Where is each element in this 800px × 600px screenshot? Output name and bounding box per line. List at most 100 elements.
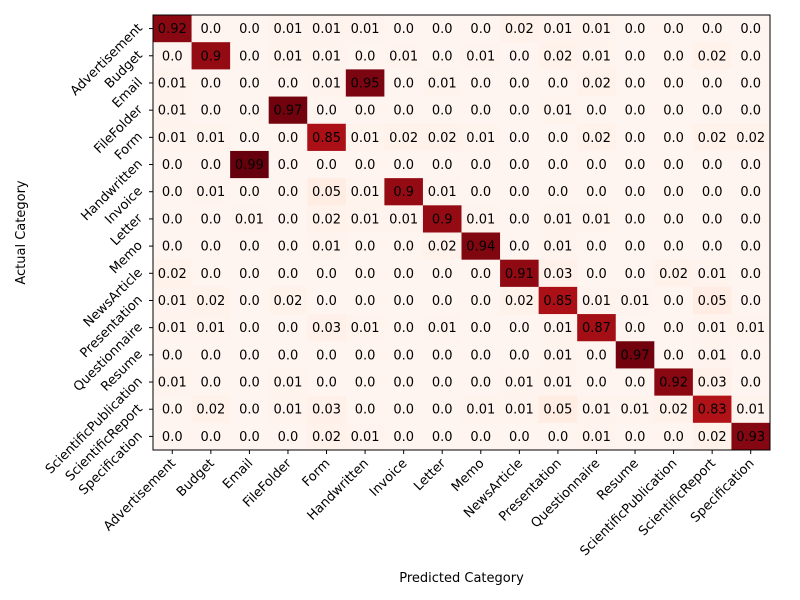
cell-value-label: 0.01 bbox=[273, 403, 302, 418]
cell-value-label: 0.01 bbox=[505, 403, 534, 418]
cell-value-label: 0.0 bbox=[393, 403, 414, 418]
heatmap-cell bbox=[422, 286, 462, 315]
heatmap-cell bbox=[191, 96, 231, 125]
cell-value-label: 0.0 bbox=[663, 49, 684, 64]
cell-value-label: 0.01 bbox=[466, 49, 495, 64]
cell-value-label: 0.02 bbox=[698, 131, 727, 146]
cell-value-label: 0.0 bbox=[393, 22, 414, 37]
plot-frame bbox=[152, 14, 771, 451]
cell-value-label: 0.01 bbox=[428, 76, 457, 91]
cell-value-label: 0.0 bbox=[200, 76, 221, 91]
heatmap-cell bbox=[577, 42, 617, 70]
cell-value-label: 0.0 bbox=[663, 212, 684, 227]
cell-value-label: 0.0 bbox=[278, 131, 299, 146]
heatmap-cell bbox=[307, 205, 347, 233]
heatmap-cell bbox=[153, 422, 193, 451]
cell-value-label: 0.0 bbox=[278, 240, 299, 255]
heatmap-cell bbox=[345, 422, 385, 451]
heatmap-cell bbox=[230, 205, 270, 233]
heatmap-cell bbox=[577, 368, 617, 397]
heatmap-cell bbox=[500, 15, 540, 43]
heatmap-cell bbox=[577, 314, 617, 342]
heatmap-cell bbox=[538, 15, 578, 43]
heatmap-cell bbox=[307, 286, 347, 315]
heatmap-cell bbox=[500, 42, 540, 70]
cell-value-label: 0.0 bbox=[239, 49, 260, 64]
heatmap-cell bbox=[191, 178, 231, 206]
heatmap-cell bbox=[500, 178, 540, 206]
cell-value-label: 0.01 bbox=[621, 403, 650, 418]
cell-value-label: 0.0 bbox=[278, 158, 299, 173]
heatmap-cell bbox=[384, 205, 424, 233]
heatmap-cell bbox=[230, 96, 270, 125]
heatmap-cell bbox=[731, 69, 771, 98]
heatmap-cell bbox=[268, 178, 308, 206]
heatmap-cell bbox=[461, 422, 501, 451]
heatmap-cell bbox=[615, 15, 655, 43]
heatmap-cell bbox=[731, 178, 771, 206]
heatmap-cell bbox=[577, 259, 617, 288]
heatmap-cell bbox=[538, 178, 578, 206]
heatmap-cell bbox=[731, 259, 771, 288]
cell-value-label: 0.05 bbox=[698, 294, 727, 309]
heatmap-cell bbox=[538, 123, 578, 152]
cell-value-label: 0.02 bbox=[196, 294, 225, 309]
heatmap-cell bbox=[268, 232, 308, 261]
cell-value-label: 0.01 bbox=[582, 22, 611, 37]
cell-value-label: 0.0 bbox=[702, 158, 723, 173]
heatmap-cell bbox=[692, 42, 732, 70]
heatmap-cell bbox=[538, 395, 578, 424]
cell-value-label: 0.02 bbox=[698, 49, 727, 64]
heatmap-cell bbox=[538, 96, 578, 125]
cell-value-label: 0.01 bbox=[698, 267, 727, 282]
heatmap-cell bbox=[461, 314, 501, 342]
heatmap-cell bbox=[461, 232, 501, 261]
cell-value-label: 0.0 bbox=[586, 240, 607, 255]
heatmap-cell bbox=[538, 341, 578, 369]
cell-value-label: 0.01 bbox=[698, 348, 727, 363]
heatmap-cell bbox=[500, 259, 540, 288]
cell-value-label: 0.0 bbox=[278, 321, 299, 336]
heatmap-cell bbox=[345, 15, 385, 43]
heatmap-cell bbox=[230, 314, 270, 342]
cell-value-label: 0.01 bbox=[312, 22, 341, 37]
cell-value-label: 0.01 bbox=[621, 294, 650, 309]
cell-value-label: 0.01 bbox=[312, 240, 341, 255]
cell-value-label: 0.0 bbox=[162, 430, 183, 445]
cell-value-label: 0.0 bbox=[509, 348, 530, 363]
heatmap-cell bbox=[345, 178, 385, 206]
cell-value-label: 0.0 bbox=[663, 185, 684, 200]
cell-value-label: 0.0 bbox=[278, 185, 299, 200]
heatmap-cell bbox=[461, 368, 501, 397]
heatmap-cell bbox=[230, 15, 270, 43]
heatmap-cell bbox=[384, 69, 424, 98]
heatmap-cell bbox=[384, 42, 424, 70]
x-axis-label: Predicted Category bbox=[399, 571, 524, 586]
cell-value-label: 0.02 bbox=[312, 212, 341, 227]
cell-value-label: 0.02 bbox=[736, 131, 765, 146]
cell-value-label: 0.0 bbox=[355, 158, 376, 173]
cell-value-label: 0.0 bbox=[432, 376, 453, 391]
cell-value-label: 0.0 bbox=[548, 158, 569, 173]
cell-value-label: 0.0 bbox=[663, 104, 684, 119]
cell-value-label: 0.0 bbox=[239, 376, 260, 391]
heatmap-cell bbox=[153, 286, 193, 315]
cell-value-label: 0.0 bbox=[432, 294, 453, 309]
heatmap-cell bbox=[191, 422, 231, 451]
cell-value-label: 0.0 bbox=[548, 185, 569, 200]
heatmap-cell bbox=[153, 15, 193, 43]
cell-value-label: 0.0 bbox=[663, 22, 684, 37]
cell-value-label: 0.0 bbox=[740, 22, 761, 37]
cell-value-label: 0.0 bbox=[740, 212, 761, 227]
heatmap-cell bbox=[268, 123, 308, 152]
heatmap-cell bbox=[345, 259, 385, 288]
cell-value-label: 0.01 bbox=[736, 403, 765, 418]
heatmap-cell bbox=[731, 422, 771, 451]
cell-value-label: 0.0 bbox=[432, 430, 453, 445]
heatmap-cell bbox=[191, 341, 231, 369]
heatmap-cell bbox=[461, 96, 501, 125]
heatmap-cell bbox=[268, 368, 308, 397]
heatmap-cell bbox=[731, 150, 771, 179]
cell-value-label: 0.0 bbox=[239, 104, 260, 119]
